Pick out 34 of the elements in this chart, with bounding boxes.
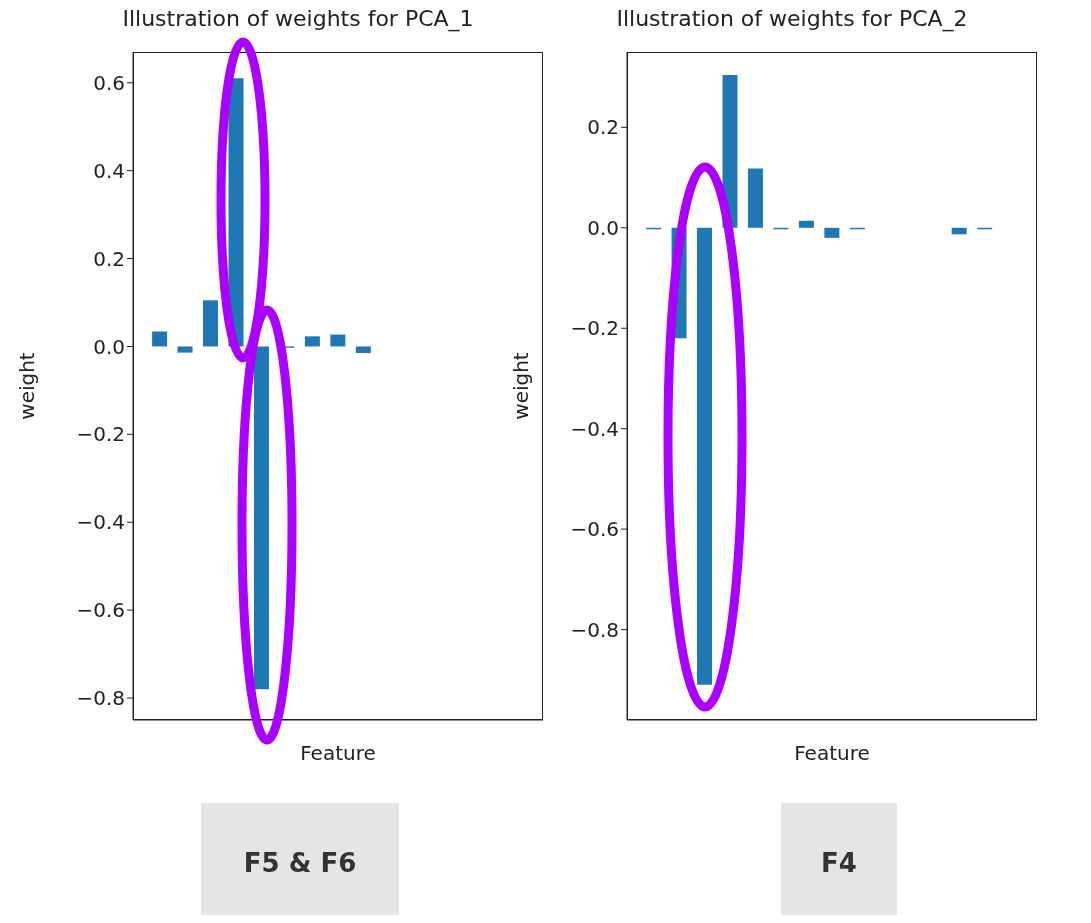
bar [697,227,713,685]
chart-title: Illustration of weights for PCA_2 [615,6,969,31]
y-tick-label: 0.6 [93,70,125,95]
y-tick-label: 0.0 [93,334,125,359]
bar [747,168,763,228]
y-axis-title: weight [15,352,40,420]
y-tick-label: −0.4 [76,510,125,535]
chart-title: Illustration of weights for PCA_1 [121,6,475,31]
y-tick-label: 0.4 [93,158,125,183]
y-tick-label: −0.2 [76,422,125,447]
y-tick-label: −0.8 [570,617,619,642]
bar [355,346,371,354]
bar [152,331,168,347]
y-tick-label: 0.2 [587,115,619,140]
bar [798,220,814,228]
y-tick-label: −0.6 [570,517,619,542]
bar [951,227,967,235]
y-axis-title: weight [509,352,534,420]
y-tick-label: −0.2 [570,316,619,341]
x-axis-title: Feature [300,741,376,765]
y-tick-label: 0.2 [93,246,125,271]
x-axis-title: Feature [794,741,870,765]
bar [203,300,219,347]
bar [253,346,269,690]
text: F5 & F6 [242,847,358,880]
bar [330,334,346,347]
bar [177,346,193,353]
bar [824,227,840,238]
text: F4 [820,847,858,880]
y-tick-label: −0.4 [570,416,619,441]
y-tick-label: 0.0 [587,215,619,240]
y-tick-label: −0.6 [76,598,125,623]
y-tick-label: −0.8 [76,686,125,711]
bar [304,336,320,347]
